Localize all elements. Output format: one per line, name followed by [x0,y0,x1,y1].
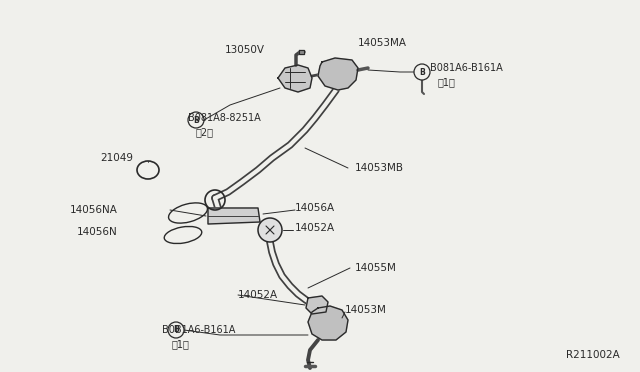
Text: R211002A: R211002A [566,350,620,360]
Text: 14056N: 14056N [77,227,118,237]
Polygon shape [308,306,348,340]
Text: 14053M: 14053M [345,305,387,315]
Text: B: B [193,115,199,125]
Text: 14056NA: 14056NA [70,205,118,215]
Text: B081A6-B161A: B081A6-B161A [430,63,503,73]
Circle shape [414,64,430,80]
Text: 14056A: 14056A [295,203,335,213]
Text: 13050V: 13050V [225,45,265,55]
Circle shape [188,112,204,128]
Polygon shape [318,58,358,90]
Text: 14052A: 14052A [238,290,278,300]
Polygon shape [299,50,304,54]
Polygon shape [306,296,328,314]
Polygon shape [208,208,260,224]
Text: 21049: 21049 [100,153,133,163]
Text: （1）: （1） [172,339,190,349]
Circle shape [168,322,184,338]
Text: B: B [419,67,425,77]
Text: 14052A: 14052A [295,223,335,233]
Text: B: B [173,326,179,334]
Polygon shape [278,65,312,92]
Text: 14053MA: 14053MA [358,38,407,48]
Circle shape [258,218,282,242]
Text: （2）: （2） [196,127,214,137]
Text: 14055M: 14055M [355,263,397,273]
Text: B0B1A6-B161A: B0B1A6-B161A [162,325,236,335]
Text: 14053MB: 14053MB [355,163,404,173]
Text: B081A8-8251A: B081A8-8251A [188,113,260,123]
Text: （1）: （1） [438,77,456,87]
